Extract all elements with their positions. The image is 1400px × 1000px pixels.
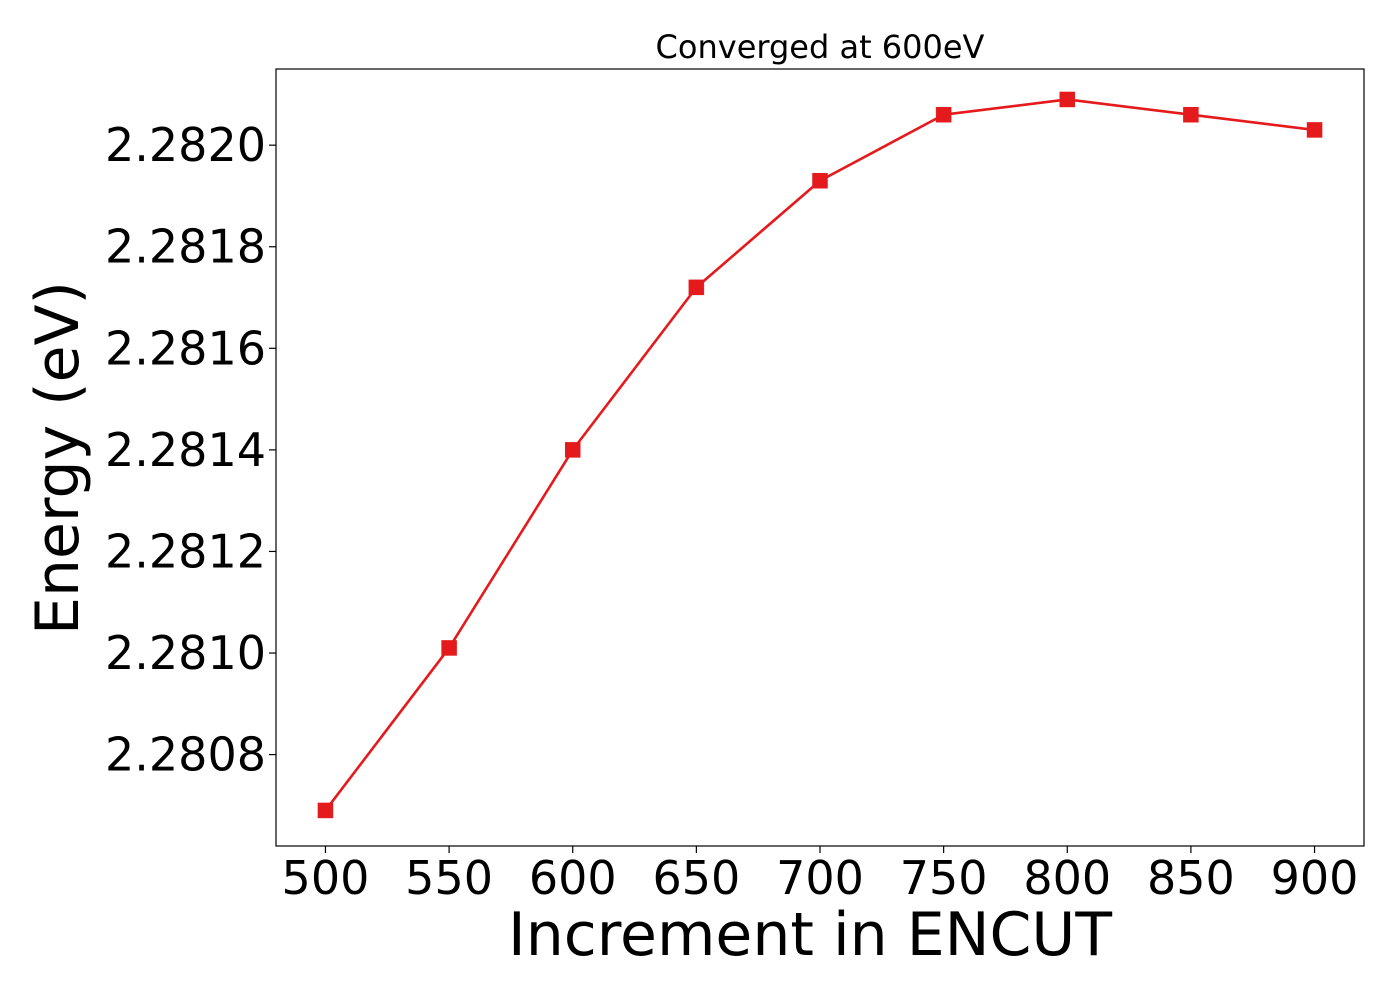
data-point-marker xyxy=(935,106,952,123)
chart-title: Converged at 600eV xyxy=(656,28,985,66)
y-tick-label: 2.2808 xyxy=(105,728,266,782)
y-tick-label: 2.2820 xyxy=(105,118,266,172)
x-axis-ticks: 500 550 600 650 700 750 800 850 900 xyxy=(282,846,1359,905)
data-point-marker xyxy=(812,172,828,189)
data-point-marker xyxy=(564,442,581,458)
series-line xyxy=(324,98,1315,812)
data-point-marker xyxy=(1183,106,1199,123)
x-tick-label: 850 xyxy=(1147,851,1235,905)
y-axis-label: Energy (eV) xyxy=(23,281,93,635)
x-tick-label: 650 xyxy=(652,851,740,905)
data-point-marker xyxy=(688,279,705,296)
x-tick-label: 500 xyxy=(282,851,370,905)
x-tick-label: 550 xyxy=(405,851,493,905)
x-tick-label: 800 xyxy=(1023,851,1111,905)
y-tick-label: 2.2812 xyxy=(105,524,266,578)
data-point-marker xyxy=(1059,91,1076,108)
y-tick-label: 2.2816 xyxy=(105,321,266,375)
x-tick-label: 600 xyxy=(529,851,617,905)
data-point-marker xyxy=(441,640,457,656)
y-tick-label: 2.2818 xyxy=(105,220,266,274)
data-point-marker xyxy=(317,802,334,819)
y-axis-ticks: 2.2808 2.2810 2.2812 2.2814 2.2816 2.2818 2.28… xyxy=(105,118,276,782)
x-tick-label: 700 xyxy=(776,851,864,905)
series-layer xyxy=(317,91,1323,819)
data-point-marker xyxy=(1306,122,1323,138)
x-axis-label: Increment in ENCUT xyxy=(508,900,1112,970)
y-tick-label: 2.2810 xyxy=(105,626,266,680)
y-tick-label: 2.2814 xyxy=(105,423,266,477)
x-tick-label: 900 xyxy=(1271,851,1359,905)
x-tick-label: 750 xyxy=(900,851,988,905)
